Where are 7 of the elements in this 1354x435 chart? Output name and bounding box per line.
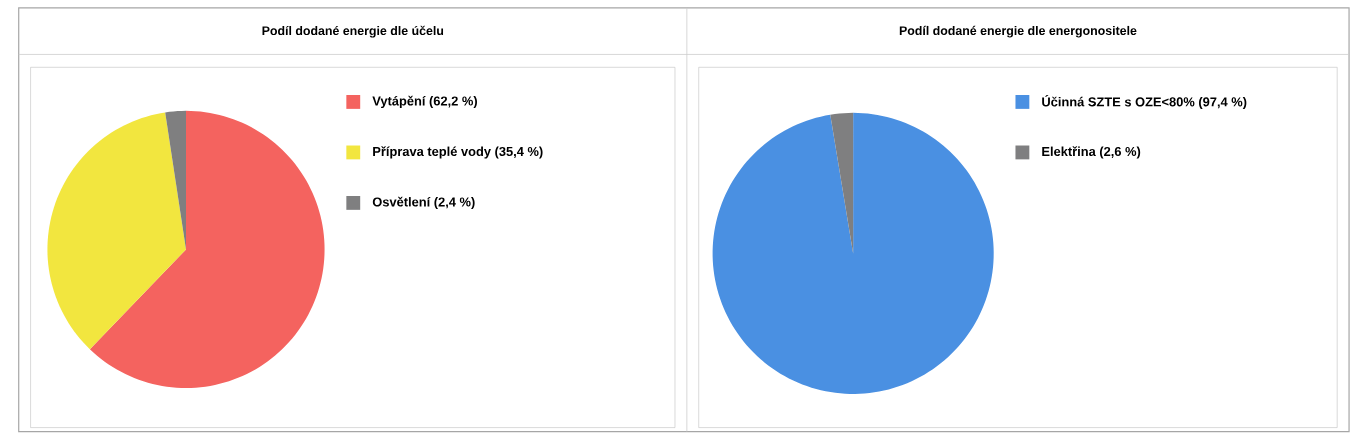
chart-title: Podíl dodané energie dle účelu: [262, 25, 444, 38]
legend-label: Účinná SZTE s OZE<80% (97,4 %): [1042, 95, 1247, 110]
legend-label: Vytápění (62,2 %): [372, 96, 477, 109]
legend-label: Příprava teplé vody (35,4 %): [373, 146, 543, 159]
legend-label: Osvětlení (2,4 %): [372, 197, 475, 210]
chart-title: Podíl dodané energie dle energonositele: [899, 26, 1137, 38]
legend-label: Elektřina (2,6 %): [1042, 146, 1141, 159]
